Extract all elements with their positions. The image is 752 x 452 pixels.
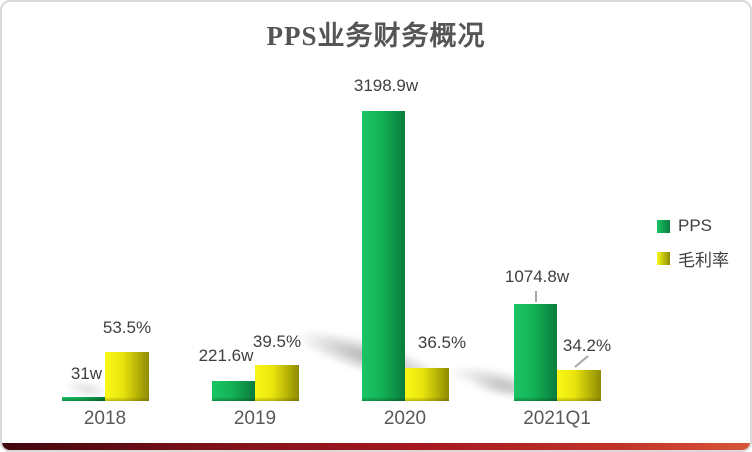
data-label-pps-2021Q1: 1074.8w bbox=[504, 267, 570, 286]
chart-title: PPS业务财务概况 bbox=[266, 21, 486, 51]
bar-pps-2020[interactable] bbox=[362, 111, 405, 401]
legend-label-pps: PPS bbox=[678, 216, 713, 235]
bar-pps-2019[interactable] bbox=[212, 381, 255, 401]
data-label-pps-2019: 221.6w bbox=[198, 346, 254, 365]
leader-line-margin-2021q1 bbox=[574, 355, 589, 368]
legend-item-pps[interactable]: PPS bbox=[657, 216, 729, 236]
bar-margin-2018[interactable] bbox=[105, 352, 149, 401]
legend: PPS 毛利率 bbox=[657, 216, 729, 271]
legend-swatch-pps-icon bbox=[657, 219, 670, 233]
bar-margin-2020[interactable] bbox=[405, 368, 449, 401]
data-label-margin-2021Q1: 34.2% bbox=[562, 336, 612, 355]
legend-label-margin: 毛利率 bbox=[678, 251, 729, 270]
legend-item-margin[interactable]: 毛利率 bbox=[657, 246, 729, 271]
leader-line-pps-2021q1 bbox=[535, 291, 537, 302]
axis-label-2021Q1: 2021Q1 bbox=[523, 408, 591, 429]
data-label-margin-2020: 36.5% bbox=[417, 333, 467, 352]
axis-label-2019: 2019 bbox=[233, 408, 277, 429]
data-label-pps-2018: 31w bbox=[70, 364, 102, 383]
bar-margin-2021Q1[interactable] bbox=[557, 370, 601, 401]
bar-pps-2021Q1[interactable] bbox=[514, 304, 557, 401]
data-label-margin-2019: 39.5% bbox=[252, 332, 302, 351]
data-label-margin-2018: 53.5% bbox=[102, 318, 152, 337]
legend-swatch-margin-icon bbox=[657, 252, 670, 265]
bottom-accent-bar bbox=[2, 443, 750, 450]
bar-pps-2018[interactable] bbox=[62, 397, 105, 401]
axis-label-2018: 2018 bbox=[83, 408, 127, 429]
bar-margin-2019[interactable] bbox=[255, 365, 299, 401]
data-label-pps-2020: 3198.9w bbox=[353, 76, 419, 95]
axis-label-2020: 2020 bbox=[383, 408, 427, 429]
